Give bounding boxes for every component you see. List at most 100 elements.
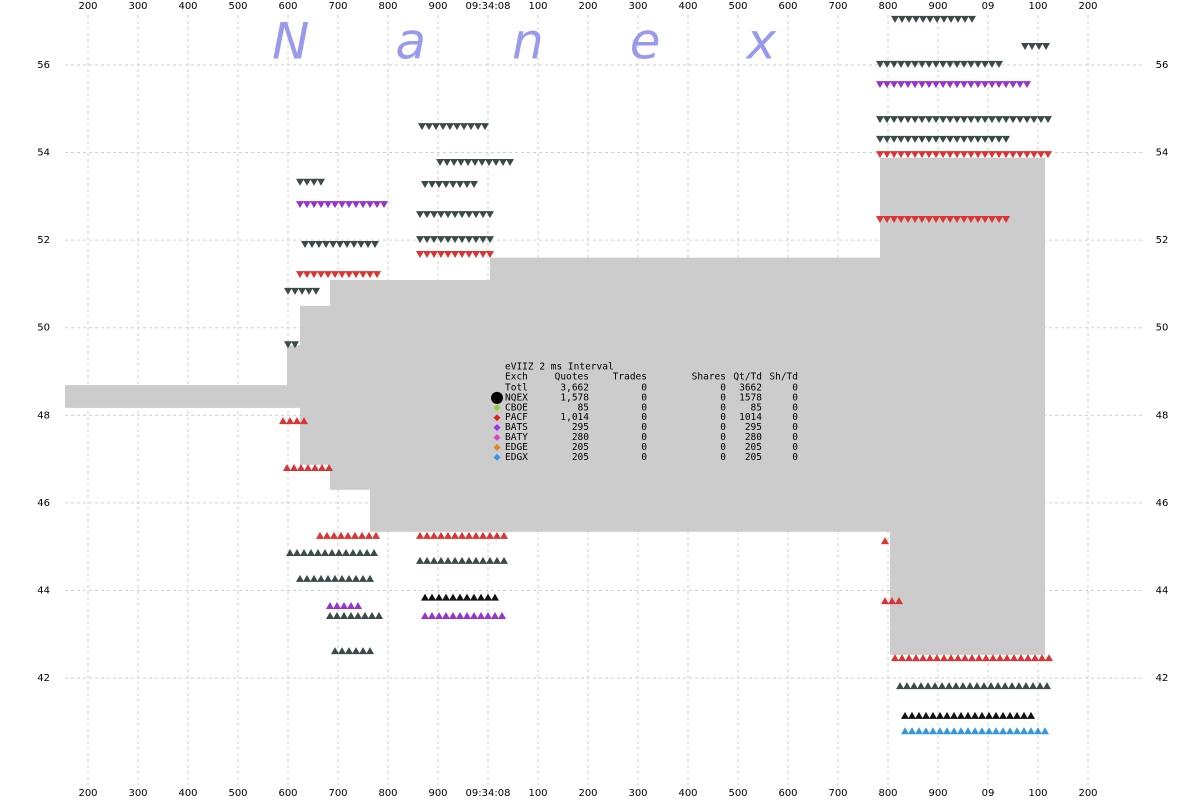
- quote-row: [418, 123, 489, 131]
- quote-row: [279, 417, 308, 425]
- quote-row: [421, 180, 478, 188]
- stats-cell: 0: [641, 402, 647, 413]
- quote-row: [284, 341, 299, 349]
- spread-segment: [890, 157, 1045, 655]
- quote-row: [296, 201, 388, 209]
- spread-segment: [880, 157, 890, 532]
- stats-cell: 0: [792, 402, 798, 413]
- quote-row: [416, 531, 508, 539]
- stats-cell: 0: [720, 422, 726, 433]
- stats-cell: 85: [751, 402, 762, 413]
- x-tick-label: 700: [828, 1, 847, 12]
- legend-marker: [493, 434, 501, 441]
- spread: [65, 157, 1045, 655]
- stats-cell: 280: [745, 432, 762, 443]
- stats-cell: 1014: [739, 412, 762, 423]
- quote-row: [326, 612, 383, 620]
- stats-cell: 205: [745, 442, 762, 453]
- y-tick-label: 48: [1156, 410, 1169, 421]
- x-tick-label: 200: [1078, 1, 1097, 12]
- x-tick-label: 600: [778, 788, 797, 799]
- stats-cell: 0: [792, 432, 798, 443]
- quote-row: [901, 711, 1035, 719]
- stats-cell: Totl: [505, 383, 528, 394]
- stats-cell: 0: [720, 402, 726, 413]
- y-tick-label: 54: [37, 148, 50, 159]
- quote-row: [436, 159, 514, 167]
- quote-row: [331, 647, 374, 655]
- x-tick-label: 400: [178, 1, 197, 12]
- quote-row: [416, 236, 494, 244]
- stats-cell: CBOE: [505, 402, 528, 413]
- x-tick-label: 100: [1028, 788, 1047, 799]
- stats-cell: EDGX: [505, 452, 528, 463]
- stats-cell: 0: [641, 412, 647, 423]
- quote-row: [316, 531, 380, 539]
- x-tick-label: 400: [678, 1, 697, 12]
- stats-cell: 295: [745, 422, 762, 433]
- x-tick-label: 900: [928, 788, 947, 799]
- stats-cell: 0: [792, 383, 798, 394]
- y-tick-label: 54: [1156, 148, 1169, 159]
- quote-row: [416, 211, 494, 219]
- x-tick-label: 500: [228, 1, 247, 12]
- quote-row: [421, 612, 506, 620]
- x-tick-label: 200: [1078, 788, 1097, 799]
- stats-cell: 0: [720, 442, 726, 453]
- stats-cell: 280: [572, 432, 589, 443]
- y-tick-label: 46: [1156, 498, 1169, 509]
- spread-segment: [287, 345, 300, 408]
- stats-cell: 0: [641, 452, 647, 463]
- stats-cell: 0: [641, 432, 647, 443]
- y-tick-label: 44: [1156, 586, 1169, 597]
- quote-row: [891, 654, 1053, 662]
- stats-cell: 0: [641, 383, 647, 394]
- x-tick-label: 100: [1028, 1, 1047, 12]
- x-tick-label: 200: [578, 788, 597, 799]
- x-tick-label: 09: [982, 788, 995, 799]
- quote-row: [876, 215, 1010, 223]
- legend-marker: [493, 404, 501, 412]
- stats-cell: 85: [578, 402, 589, 413]
- x-tick-label: 09:34:08: [466, 788, 511, 799]
- quote-row: [284, 287, 320, 295]
- x-tick-label: 300: [628, 1, 647, 12]
- x-tick-label: 700: [328, 788, 347, 799]
- y-tick-label: 56: [1156, 60, 1169, 71]
- x-tick-label: 200: [78, 788, 97, 799]
- spread-segment: [370, 279, 490, 532]
- quote-row: [876, 60, 1003, 68]
- stats-cell: 0: [792, 412, 798, 423]
- x-tick-label: 900: [928, 1, 947, 12]
- x-tick-label: 09:34:08: [466, 1, 511, 12]
- x-tick-label: 600: [278, 788, 297, 799]
- x-tick-label: 500: [728, 788, 747, 799]
- stats-cell: 0: [720, 432, 726, 443]
- x-tick-label: 300: [128, 788, 147, 799]
- stats-cell: 0: [792, 422, 798, 433]
- legend-marker: [493, 424, 501, 432]
- stats-cell: 0: [792, 442, 798, 453]
- quote-row: [896, 682, 1051, 690]
- stats-cell: 205: [572, 452, 589, 463]
- quote-row: [876, 116, 1052, 124]
- spread-segment: [330, 279, 370, 490]
- stats-cell: 3662: [739, 383, 762, 394]
- stats-cell: 0: [720, 383, 726, 394]
- stats-cell: 0: [641, 422, 647, 433]
- stats-cell: 295: [572, 422, 589, 433]
- stats-cell: 0: [720, 452, 726, 463]
- stats-cell: 0: [720, 392, 726, 403]
- quote-row: [301, 240, 379, 248]
- legend-marker: [493, 443, 501, 451]
- quote-row: [296, 574, 374, 582]
- stats-cell: NQEX: [505, 392, 528, 403]
- quote-row: [296, 271, 381, 279]
- y-tick-label: 46: [37, 498, 50, 509]
- y-tick-label: 50: [37, 323, 50, 334]
- legend-marker: [493, 453, 501, 461]
- legend-marker: [491, 391, 503, 404]
- x-tick-label: 500: [228, 788, 247, 799]
- quote-row: [881, 597, 903, 605]
- y-tick-label: 44: [37, 586, 50, 597]
